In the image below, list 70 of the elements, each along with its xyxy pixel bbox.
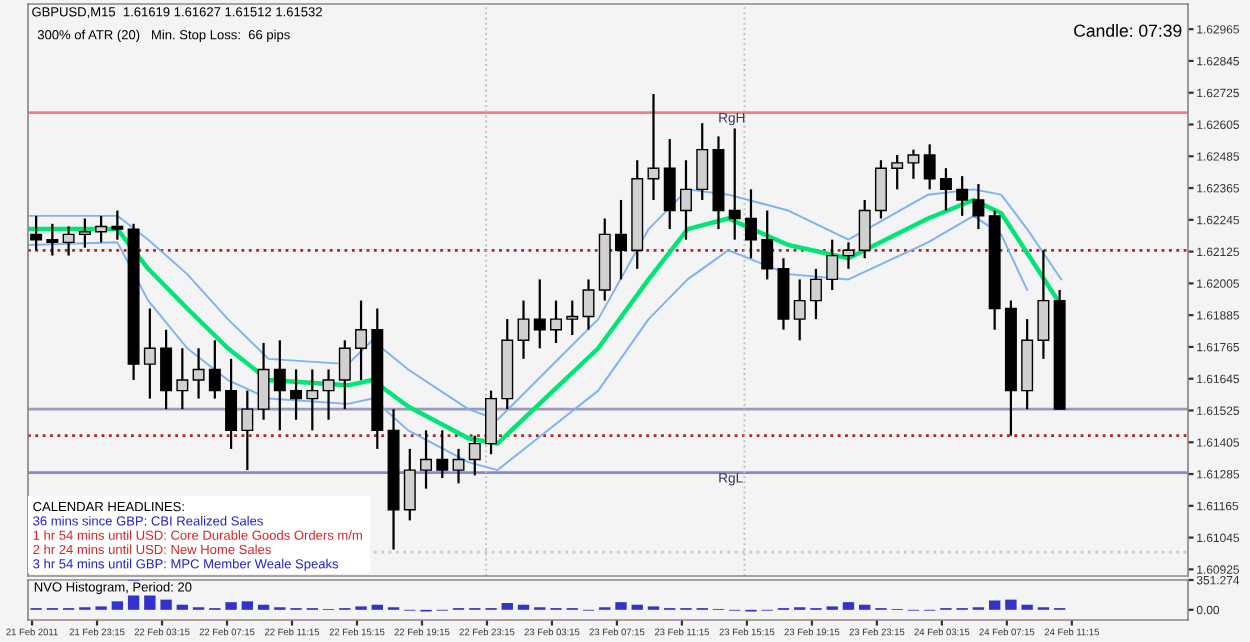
candlestick bbox=[696, 122, 709, 202]
candlestick bbox=[582, 278, 595, 331]
candlestick bbox=[111, 209, 124, 241]
candlestick bbox=[744, 188, 757, 260]
candlestick bbox=[257, 341, 270, 421]
candlestick bbox=[290, 368, 303, 421]
candlestick bbox=[46, 222, 59, 257]
candlestick bbox=[322, 368, 335, 421]
candlestick bbox=[273, 339, 286, 432]
candlestick bbox=[972, 182, 985, 231]
candlestick bbox=[566, 299, 579, 337]
bar bbox=[257, 604, 270, 610]
candlestick bbox=[517, 299, 530, 360]
candlestick bbox=[826, 238, 839, 292]
candlestick bbox=[420, 429, 433, 490]
candlestick bbox=[143, 307, 156, 400]
candlestick bbox=[874, 159, 887, 220]
candlestick bbox=[809, 267, 822, 321]
candlestick bbox=[550, 299, 562, 345]
candlestick bbox=[30, 214, 43, 252]
candlestick bbox=[793, 278, 806, 342]
bar bbox=[1021, 604, 1033, 610]
bar bbox=[160, 599, 172, 610]
bar bbox=[631, 604, 643, 610]
bar bbox=[241, 601, 254, 610]
candlestick bbox=[208, 339, 221, 400]
candlestick bbox=[923, 143, 936, 191]
candlestick bbox=[468, 434, 481, 477]
candlestick bbox=[355, 299, 368, 382]
candlestick bbox=[306, 368, 319, 432]
candlestick bbox=[225, 357, 238, 450]
candlestick bbox=[728, 127, 741, 241]
candlestick bbox=[615, 198, 627, 281]
candlestick bbox=[939, 167, 952, 212]
candlestick bbox=[842, 241, 855, 270]
candlestick bbox=[647, 92, 660, 202]
bar bbox=[176, 604, 189, 610]
candlestick bbox=[62, 225, 75, 257]
bar bbox=[111, 601, 124, 610]
candlestick bbox=[160, 328, 173, 411]
candlestick bbox=[485, 389, 498, 456]
bar bbox=[225, 602, 237, 610]
bar bbox=[501, 603, 513, 610]
candlestick bbox=[192, 347, 205, 400]
bar bbox=[144, 593, 156, 610]
candlestick bbox=[176, 347, 189, 411]
bar bbox=[1005, 599, 1017, 610]
candlestick bbox=[858, 198, 871, 260]
candlestick bbox=[403, 447, 416, 522]
candlestick bbox=[241, 389, 254, 472]
candlestick bbox=[95, 214, 108, 244]
bar bbox=[842, 602, 855, 610]
candlestick bbox=[907, 148, 920, 180]
candlestick bbox=[680, 159, 692, 241]
candlestick bbox=[533, 278, 546, 350]
bar bbox=[517, 604, 530, 610]
bar bbox=[615, 602, 627, 610]
candlestick bbox=[1037, 249, 1050, 360]
candlestick bbox=[436, 429, 449, 480]
candlestick bbox=[452, 447, 465, 485]
candlestick bbox=[761, 209, 774, 281]
bar bbox=[371, 604, 383, 610]
candlestick bbox=[78, 217, 91, 249]
annotation: Candle: 07:39 bbox=[1074, 24, 1182, 37]
candlestick bbox=[338, 339, 351, 411]
bar bbox=[859, 604, 871, 610]
candlestick bbox=[956, 175, 969, 217]
bar bbox=[988, 600, 1001, 610]
candlestick bbox=[663, 137, 676, 231]
candlestick bbox=[891, 153, 904, 191]
